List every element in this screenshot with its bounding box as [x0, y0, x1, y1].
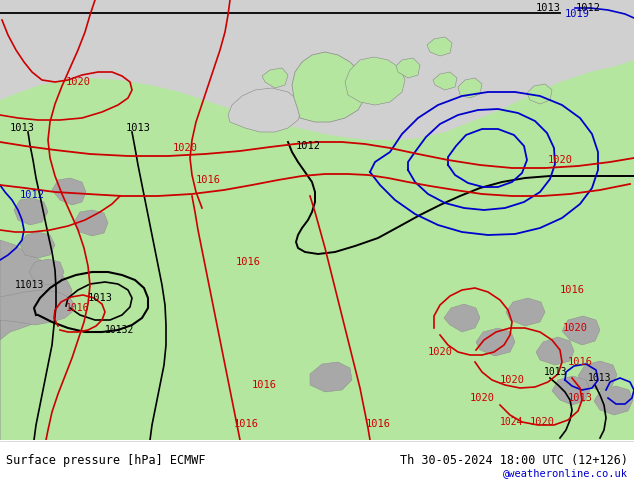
Polygon shape [0, 290, 75, 440]
Polygon shape [444, 304, 480, 332]
Text: 1012: 1012 [576, 3, 600, 13]
Text: 1020: 1020 [529, 417, 555, 427]
Text: 1012: 1012 [295, 141, 321, 151]
Polygon shape [527, 84, 552, 104]
Polygon shape [562, 316, 600, 345]
Text: 1020: 1020 [470, 393, 495, 403]
Polygon shape [345, 57, 405, 105]
Text: 1016: 1016 [365, 419, 391, 429]
Polygon shape [74, 210, 108, 236]
Polygon shape [292, 52, 365, 122]
Polygon shape [396, 58, 420, 78]
Text: 1013: 1013 [567, 393, 593, 403]
Text: 1012: 1012 [20, 190, 44, 200]
Text: 1020: 1020 [548, 155, 573, 165]
Polygon shape [552, 376, 590, 405]
Text: 1020: 1020 [65, 77, 91, 87]
Polygon shape [14, 198, 48, 225]
Polygon shape [0, 0, 634, 140]
Text: 1016: 1016 [567, 357, 593, 367]
Text: 1016: 1016 [235, 257, 261, 267]
Text: Th 30-05-2024 18:00 UTC (12+126): Th 30-05-2024 18:00 UTC (12+126) [400, 454, 628, 467]
Polygon shape [578, 361, 617, 390]
Polygon shape [458, 78, 482, 98]
Text: 1020: 1020 [172, 143, 198, 153]
Text: @weatheronline.co.uk: @weatheronline.co.uk [503, 468, 628, 478]
Text: 1016: 1016 [233, 419, 259, 429]
Text: 1016: 1016 [66, 303, 90, 313]
Polygon shape [536, 337, 574, 365]
Polygon shape [228, 88, 302, 132]
Text: 1013: 1013 [87, 293, 112, 303]
Text: 1013: 1013 [10, 123, 34, 133]
Polygon shape [29, 259, 64, 285]
Polygon shape [310, 362, 352, 392]
Text: 1013: 1013 [126, 123, 150, 133]
Text: 10132: 10132 [105, 325, 134, 335]
Text: 1013: 1013 [536, 3, 560, 13]
Polygon shape [262, 68, 288, 88]
Polygon shape [427, 37, 452, 56]
Text: 1016: 1016 [252, 380, 276, 390]
Text: 11013: 11013 [15, 280, 44, 290]
Polygon shape [433, 72, 457, 90]
Text: 1016: 1016 [195, 175, 221, 185]
Polygon shape [52, 178, 86, 205]
Polygon shape [506, 298, 545, 326]
Polygon shape [594, 386, 633, 415]
Text: 1020: 1020 [500, 375, 524, 385]
Text: 1024: 1024 [500, 417, 524, 427]
Text: 1016: 1016 [559, 285, 585, 295]
Polygon shape [20, 232, 55, 258]
Text: 1020: 1020 [562, 323, 588, 333]
Text: 1013: 1013 [544, 367, 568, 377]
Text: 1013: 1013 [588, 373, 612, 383]
Polygon shape [0, 240, 72, 340]
Text: 1019: 1019 [564, 9, 590, 19]
Polygon shape [476, 328, 515, 356]
Polygon shape [0, 0, 634, 440]
Text: 1020: 1020 [427, 347, 453, 357]
Text: Surface pressure [hPa] ECMWF: Surface pressure [hPa] ECMWF [6, 454, 205, 467]
